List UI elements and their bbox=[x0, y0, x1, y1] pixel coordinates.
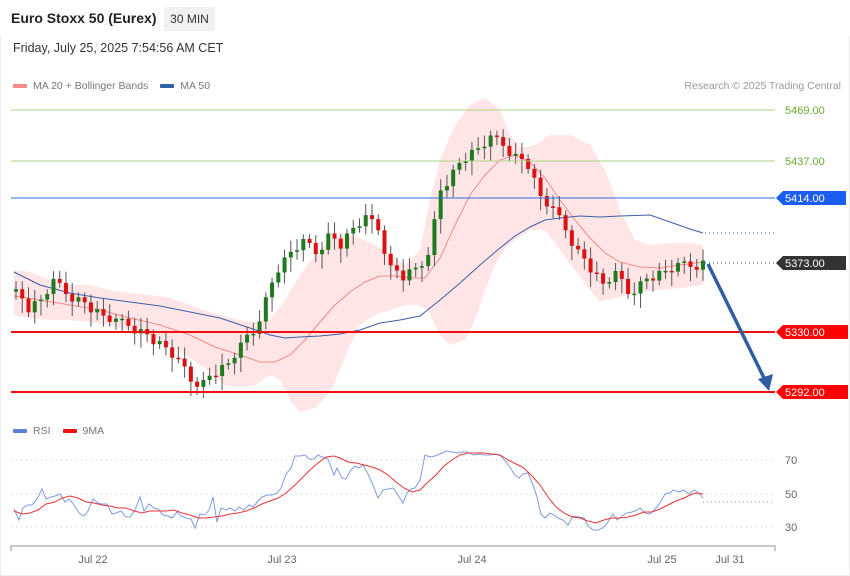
level-tag-5330 bbox=[776, 325, 848, 339]
x-axis bbox=[10, 545, 776, 551]
rsi-axis-50: 50 bbox=[785, 489, 797, 501]
timeframe-button[interactable]: 30 MIN bbox=[164, 7, 215, 31]
legend-label: MA 50 bbox=[180, 80, 211, 92]
legend-swatch-icon bbox=[13, 84, 27, 88]
legend-item-rsi[interactable]: RSI bbox=[13, 425, 51, 437]
ma50-line bbox=[13, 214, 704, 339]
level-label-5414: 5414.00 bbox=[785, 193, 825, 205]
legend-label: MA 20 + Bollinger Bands bbox=[33, 80, 149, 92]
rsi-axis-30: 30 bbox=[785, 522, 797, 534]
candlesticks bbox=[14, 129, 705, 398]
legend-item-ma20-bollinger[interactable]: MA 20 + Bollinger Bands bbox=[13, 80, 148, 92]
x-tick-jul23: Jul 23 bbox=[267, 554, 296, 566]
legend-item-9ma[interactable]: 9MA bbox=[62, 425, 105, 437]
level-label-5330: 5330.00 bbox=[785, 327, 825, 339]
forecast-arrow-head-icon bbox=[758, 374, 773, 391]
rsi-legend: RSI 9MA bbox=[13, 425, 116, 437]
rsi-axis-70: 70 bbox=[785, 455, 797, 467]
level-label-5437: 5437.00 bbox=[785, 156, 825, 168]
level-tag-5373 bbox=[776, 256, 846, 270]
level-label-5469: 5469.00 bbox=[785, 105, 825, 117]
x-tick-jul25: Jul 25 bbox=[647, 554, 676, 566]
level-tag-5292 bbox=[776, 385, 848, 399]
x-tick-jul24: Jul 24 bbox=[457, 554, 486, 566]
legend-label: RSI bbox=[33, 425, 51, 437]
header-bar bbox=[0, 0, 850, 36]
rsi-9ma-line bbox=[13, 452, 704, 524]
main-legend: MA 20 + Bollinger Bands MA 50 bbox=[13, 80, 222, 92]
forecast-arrow-line bbox=[706, 263, 767, 381]
bollinger-band bbox=[14, 98, 703, 412]
legend-label: 9MA bbox=[82, 425, 105, 437]
legend-swatch-icon bbox=[13, 429, 27, 433]
level-tag-5414 bbox=[776, 191, 846, 205]
datetime-label: Friday, July 25, 2025 7:54:56 AM CET bbox=[13, 41, 224, 55]
x-tick-jul31: Jul 31 bbox=[715, 554, 744, 566]
legend-swatch-icon bbox=[160, 84, 175, 88]
legend-swatch-icon bbox=[62, 429, 77, 433]
rsi-line bbox=[13, 450, 704, 531]
copyright-label: Research © 2025 Trading Central bbox=[684, 80, 841, 92]
legend-item-ma50[interactable]: MA 50 bbox=[160, 80, 210, 92]
level-label-5292: 5292.00 bbox=[785, 387, 825, 399]
level-label-5373: 5373.00 bbox=[785, 258, 825, 270]
x-tick-jul22: Jul 22 bbox=[78, 554, 107, 566]
instrument-title: Euro Stoxx 50 (Eurex) bbox=[11, 10, 157, 26]
